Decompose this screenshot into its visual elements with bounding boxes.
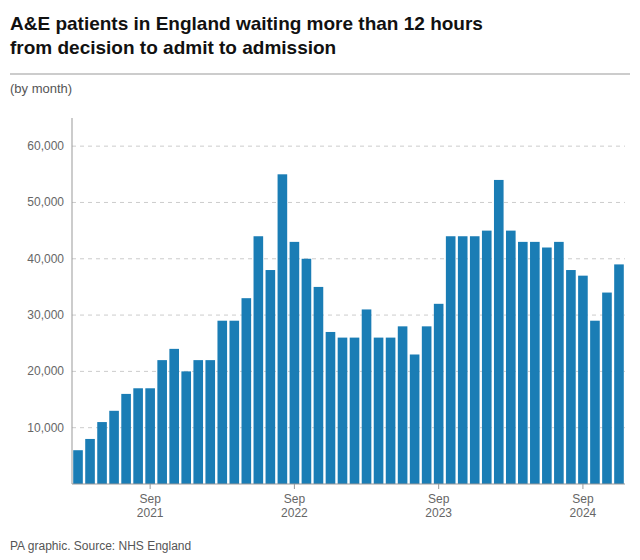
bar: [482, 231, 492, 484]
bar: [338, 338, 348, 484]
bar: [362, 309, 372, 484]
bar: [542, 248, 552, 484]
y-tick-label: 10,000: [27, 421, 64, 435]
bar: [109, 411, 119, 484]
x-axis-line: [72, 484, 625, 485]
bar: [242, 298, 252, 484]
bar: [374, 338, 384, 484]
y-tick-label: 30,000: [27, 308, 64, 322]
source-note: PA graphic. Source: NHS England: [10, 539, 191, 553]
bar: [133, 388, 143, 484]
y-axis-line: [72, 118, 73, 484]
bar: [386, 338, 396, 484]
y-tick-label: 40,000: [27, 252, 64, 266]
x-tick: [150, 484, 151, 489]
bar: [566, 270, 576, 484]
bar: [410, 354, 420, 484]
x-tick: [582, 484, 583, 489]
bars: [73, 174, 624, 484]
bar: [193, 360, 203, 484]
bar: [494, 180, 504, 484]
bar: [181, 371, 191, 484]
y-tick-label: 50,000: [27, 195, 64, 209]
bar: [85, 439, 95, 484]
bar: [254, 236, 264, 484]
bar: [554, 242, 564, 484]
x-tick: [438, 484, 439, 489]
title: A&E patients in England waiting more tha…: [10, 13, 483, 58]
bar: [290, 242, 300, 484]
bar: [278, 174, 288, 484]
bar: [266, 270, 276, 484]
bar: [614, 264, 624, 484]
x-tick-label: Sep2021: [137, 492, 164, 520]
bar: [446, 236, 456, 484]
bar: [302, 259, 312, 484]
bar: [506, 231, 516, 484]
bar: [314, 287, 324, 484]
bar: [470, 236, 480, 484]
grid-line: [72, 202, 625, 203]
title-rule: [10, 74, 630, 75]
bar: [73, 450, 83, 484]
bar: [602, 293, 612, 484]
bar: [578, 276, 588, 484]
bar: [217, 321, 227, 484]
x-tick: [294, 484, 295, 489]
grid-line: [72, 146, 625, 147]
x-tick-label: Sep2024: [570, 492, 597, 520]
bar: [169, 349, 179, 484]
bar: [157, 360, 167, 484]
x-tick-label: Sep2023: [425, 492, 452, 520]
bar: [590, 321, 600, 484]
chart: A&E patients in England waiting more tha…: [0, 0, 640, 560]
bar: [434, 304, 444, 484]
bar: [422, 326, 432, 484]
bar: [518, 242, 528, 484]
bar: [205, 360, 215, 484]
bar: [326, 332, 336, 484]
bar: [398, 326, 408, 484]
bar: [97, 422, 107, 484]
bar: [145, 388, 155, 484]
bar: [530, 242, 540, 484]
bar: [121, 394, 131, 484]
x-tick-label: Sep2022: [281, 492, 308, 520]
bar: [458, 236, 468, 484]
bar: [350, 338, 360, 484]
bar: [229, 321, 239, 484]
subtitle: (by month): [10, 81, 72, 96]
y-tick-label: 20,000: [27, 364, 64, 378]
y-tick-label: 60,000: [27, 139, 64, 153]
